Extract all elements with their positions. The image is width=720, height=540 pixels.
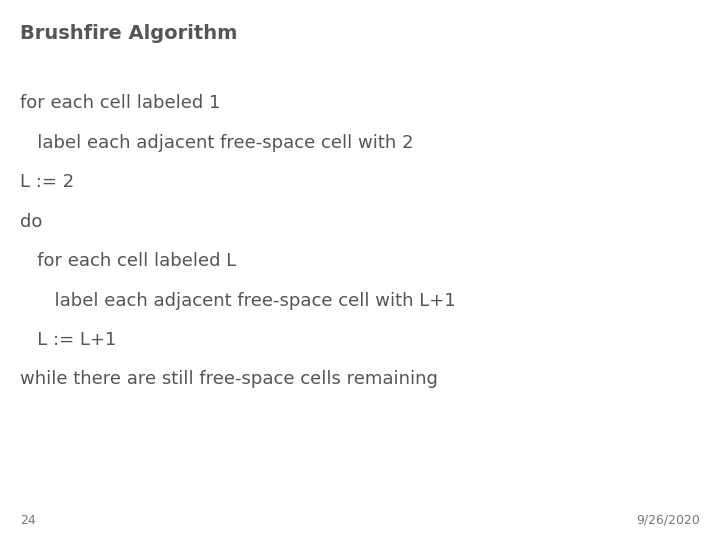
Text: label each adjacent free-space cell with L+1: label each adjacent free-space cell with… (20, 292, 456, 309)
Text: L := L+1: L := L+1 (20, 331, 117, 349)
Text: Brushfire Algorithm: Brushfire Algorithm (20, 24, 238, 43)
Text: 24: 24 (20, 514, 36, 526)
Text: do: do (20, 213, 42, 231)
Text: label each adjacent free-space cell with 2: label each adjacent free-space cell with… (20, 134, 414, 152)
Text: L := 2: L := 2 (20, 173, 74, 191)
Text: for each cell labeled L: for each cell labeled L (20, 252, 236, 270)
Text: while there are still free-space cells remaining: while there are still free-space cells r… (20, 370, 438, 388)
Text: 9/26/2020: 9/26/2020 (636, 514, 700, 526)
Text: for each cell labeled 1: for each cell labeled 1 (20, 94, 220, 112)
